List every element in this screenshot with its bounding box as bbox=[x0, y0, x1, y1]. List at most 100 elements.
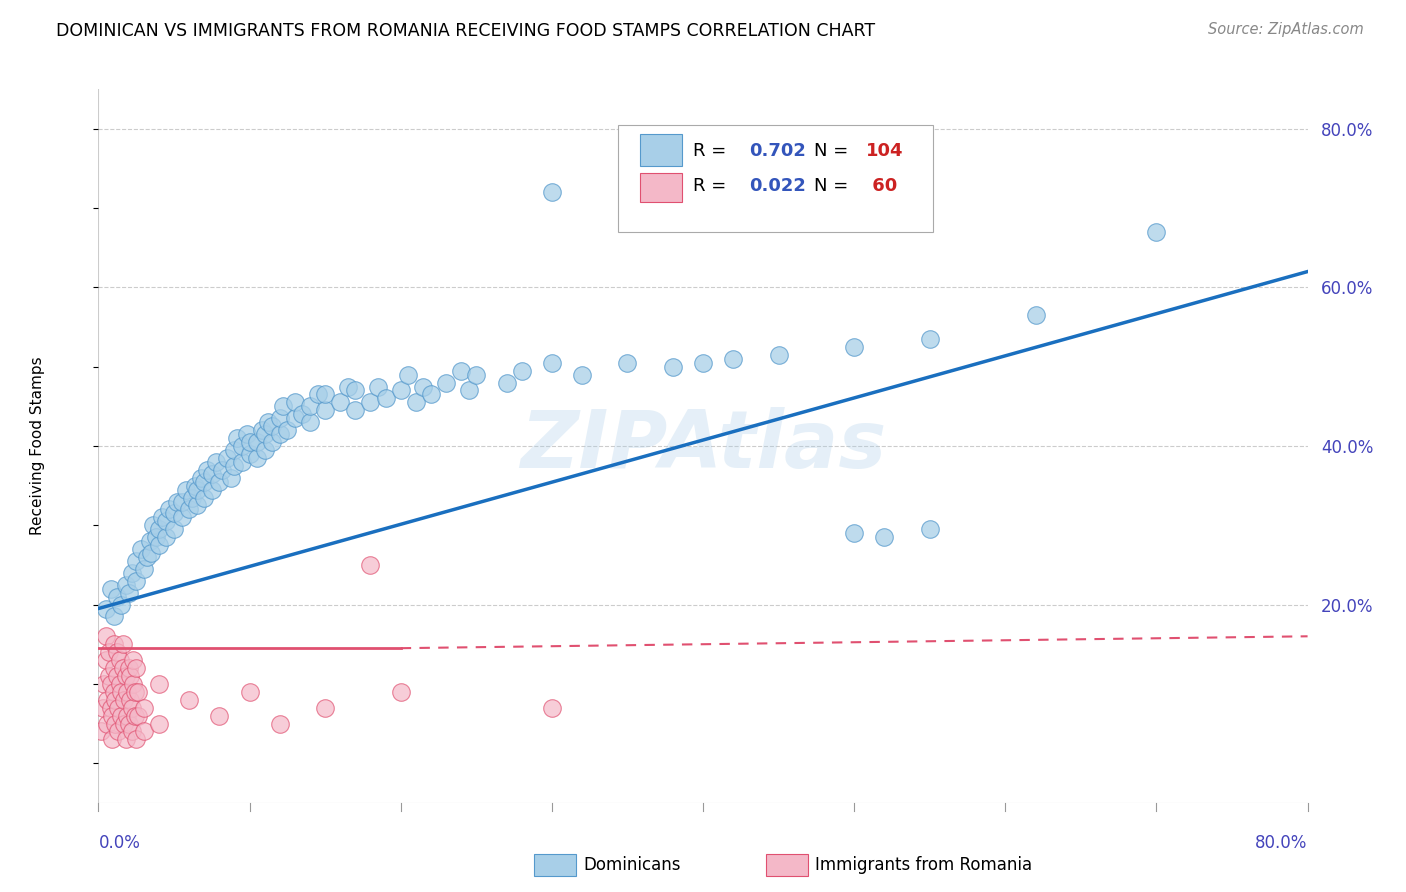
Point bbox=[170, 510, 193, 524]
Point bbox=[367, 379, 389, 393]
Point bbox=[120, 669, 142, 683]
Point bbox=[284, 395, 307, 409]
Point bbox=[104, 692, 127, 706]
Point bbox=[314, 403, 336, 417]
Point bbox=[662, 359, 685, 374]
Point bbox=[450, 364, 472, 378]
Point bbox=[389, 685, 412, 699]
Point bbox=[90, 724, 112, 739]
Point bbox=[510, 364, 533, 378]
Point bbox=[1144, 225, 1167, 239]
Point bbox=[103, 661, 125, 675]
Point bbox=[844, 340, 866, 354]
Point bbox=[405, 395, 427, 409]
Point bbox=[101, 708, 124, 723]
Point bbox=[124, 685, 146, 699]
Point bbox=[142, 518, 165, 533]
Point bbox=[121, 724, 143, 739]
Point bbox=[155, 514, 177, 528]
Point bbox=[723, 351, 745, 366]
Point bbox=[110, 685, 132, 699]
Text: ZIPAtlas: ZIPAtlas bbox=[520, 407, 886, 485]
Point bbox=[235, 427, 257, 442]
Point bbox=[457, 384, 479, 398]
Point bbox=[148, 538, 170, 552]
Point bbox=[256, 415, 278, 429]
Point bbox=[186, 483, 208, 497]
Point bbox=[299, 400, 322, 414]
Point bbox=[107, 724, 129, 739]
Point bbox=[94, 653, 117, 667]
Point bbox=[262, 419, 284, 434]
Point bbox=[239, 435, 262, 450]
Point bbox=[127, 708, 149, 723]
Point bbox=[1024, 308, 1046, 322]
Point bbox=[132, 562, 155, 576]
Point bbox=[132, 724, 155, 739]
Point bbox=[465, 368, 488, 382]
Text: R =: R = bbox=[693, 142, 733, 160]
Point bbox=[94, 601, 117, 615]
Point bbox=[374, 392, 396, 406]
Point bbox=[105, 669, 128, 683]
FancyBboxPatch shape bbox=[640, 173, 682, 202]
Point bbox=[98, 669, 121, 683]
Point bbox=[170, 494, 193, 508]
Point bbox=[174, 483, 197, 497]
Point bbox=[155, 530, 177, 544]
Point bbox=[250, 423, 273, 437]
Point bbox=[132, 700, 155, 714]
Point bbox=[118, 585, 141, 599]
Point bbox=[208, 475, 231, 489]
Point bbox=[122, 653, 145, 667]
Point bbox=[495, 376, 517, 390]
Point bbox=[121, 566, 143, 580]
Point bbox=[662, 178, 685, 192]
Point bbox=[873, 530, 896, 544]
Point bbox=[314, 387, 336, 401]
Point bbox=[159, 502, 181, 516]
Point bbox=[179, 502, 201, 516]
Text: 0.0%: 0.0% bbox=[98, 834, 141, 852]
Point bbox=[141, 546, 163, 560]
Point bbox=[118, 661, 141, 675]
Point bbox=[124, 708, 146, 723]
Point bbox=[103, 637, 125, 651]
Text: N =: N = bbox=[814, 142, 855, 160]
Point bbox=[226, 431, 249, 445]
Text: 0.022: 0.022 bbox=[749, 178, 806, 195]
Point bbox=[110, 598, 132, 612]
Point bbox=[360, 558, 382, 572]
Point bbox=[100, 677, 122, 691]
Point bbox=[224, 442, 246, 457]
Point bbox=[246, 435, 269, 450]
Point bbox=[193, 475, 215, 489]
Point bbox=[112, 716, 135, 731]
Point bbox=[148, 716, 170, 731]
Point bbox=[396, 368, 419, 382]
FancyBboxPatch shape bbox=[640, 134, 682, 166]
Point bbox=[420, 387, 443, 401]
Point bbox=[115, 708, 138, 723]
Point bbox=[96, 716, 118, 731]
Point bbox=[291, 407, 314, 421]
Point bbox=[148, 677, 170, 691]
Point bbox=[360, 395, 382, 409]
Point bbox=[269, 427, 291, 442]
Point bbox=[94, 629, 117, 643]
Point bbox=[108, 653, 131, 667]
Point bbox=[104, 716, 127, 731]
Text: 60: 60 bbox=[866, 178, 897, 195]
Point bbox=[166, 494, 188, 508]
Text: R =: R = bbox=[693, 178, 733, 195]
Point bbox=[114, 669, 136, 683]
Point bbox=[299, 415, 322, 429]
Point bbox=[271, 400, 294, 414]
Point bbox=[434, 376, 457, 390]
Point bbox=[412, 379, 434, 393]
Point bbox=[110, 708, 132, 723]
Point bbox=[127, 685, 149, 699]
Text: Source: ZipAtlas.com: Source: ZipAtlas.com bbox=[1208, 22, 1364, 37]
Point bbox=[163, 522, 186, 536]
Point bbox=[307, 387, 329, 401]
